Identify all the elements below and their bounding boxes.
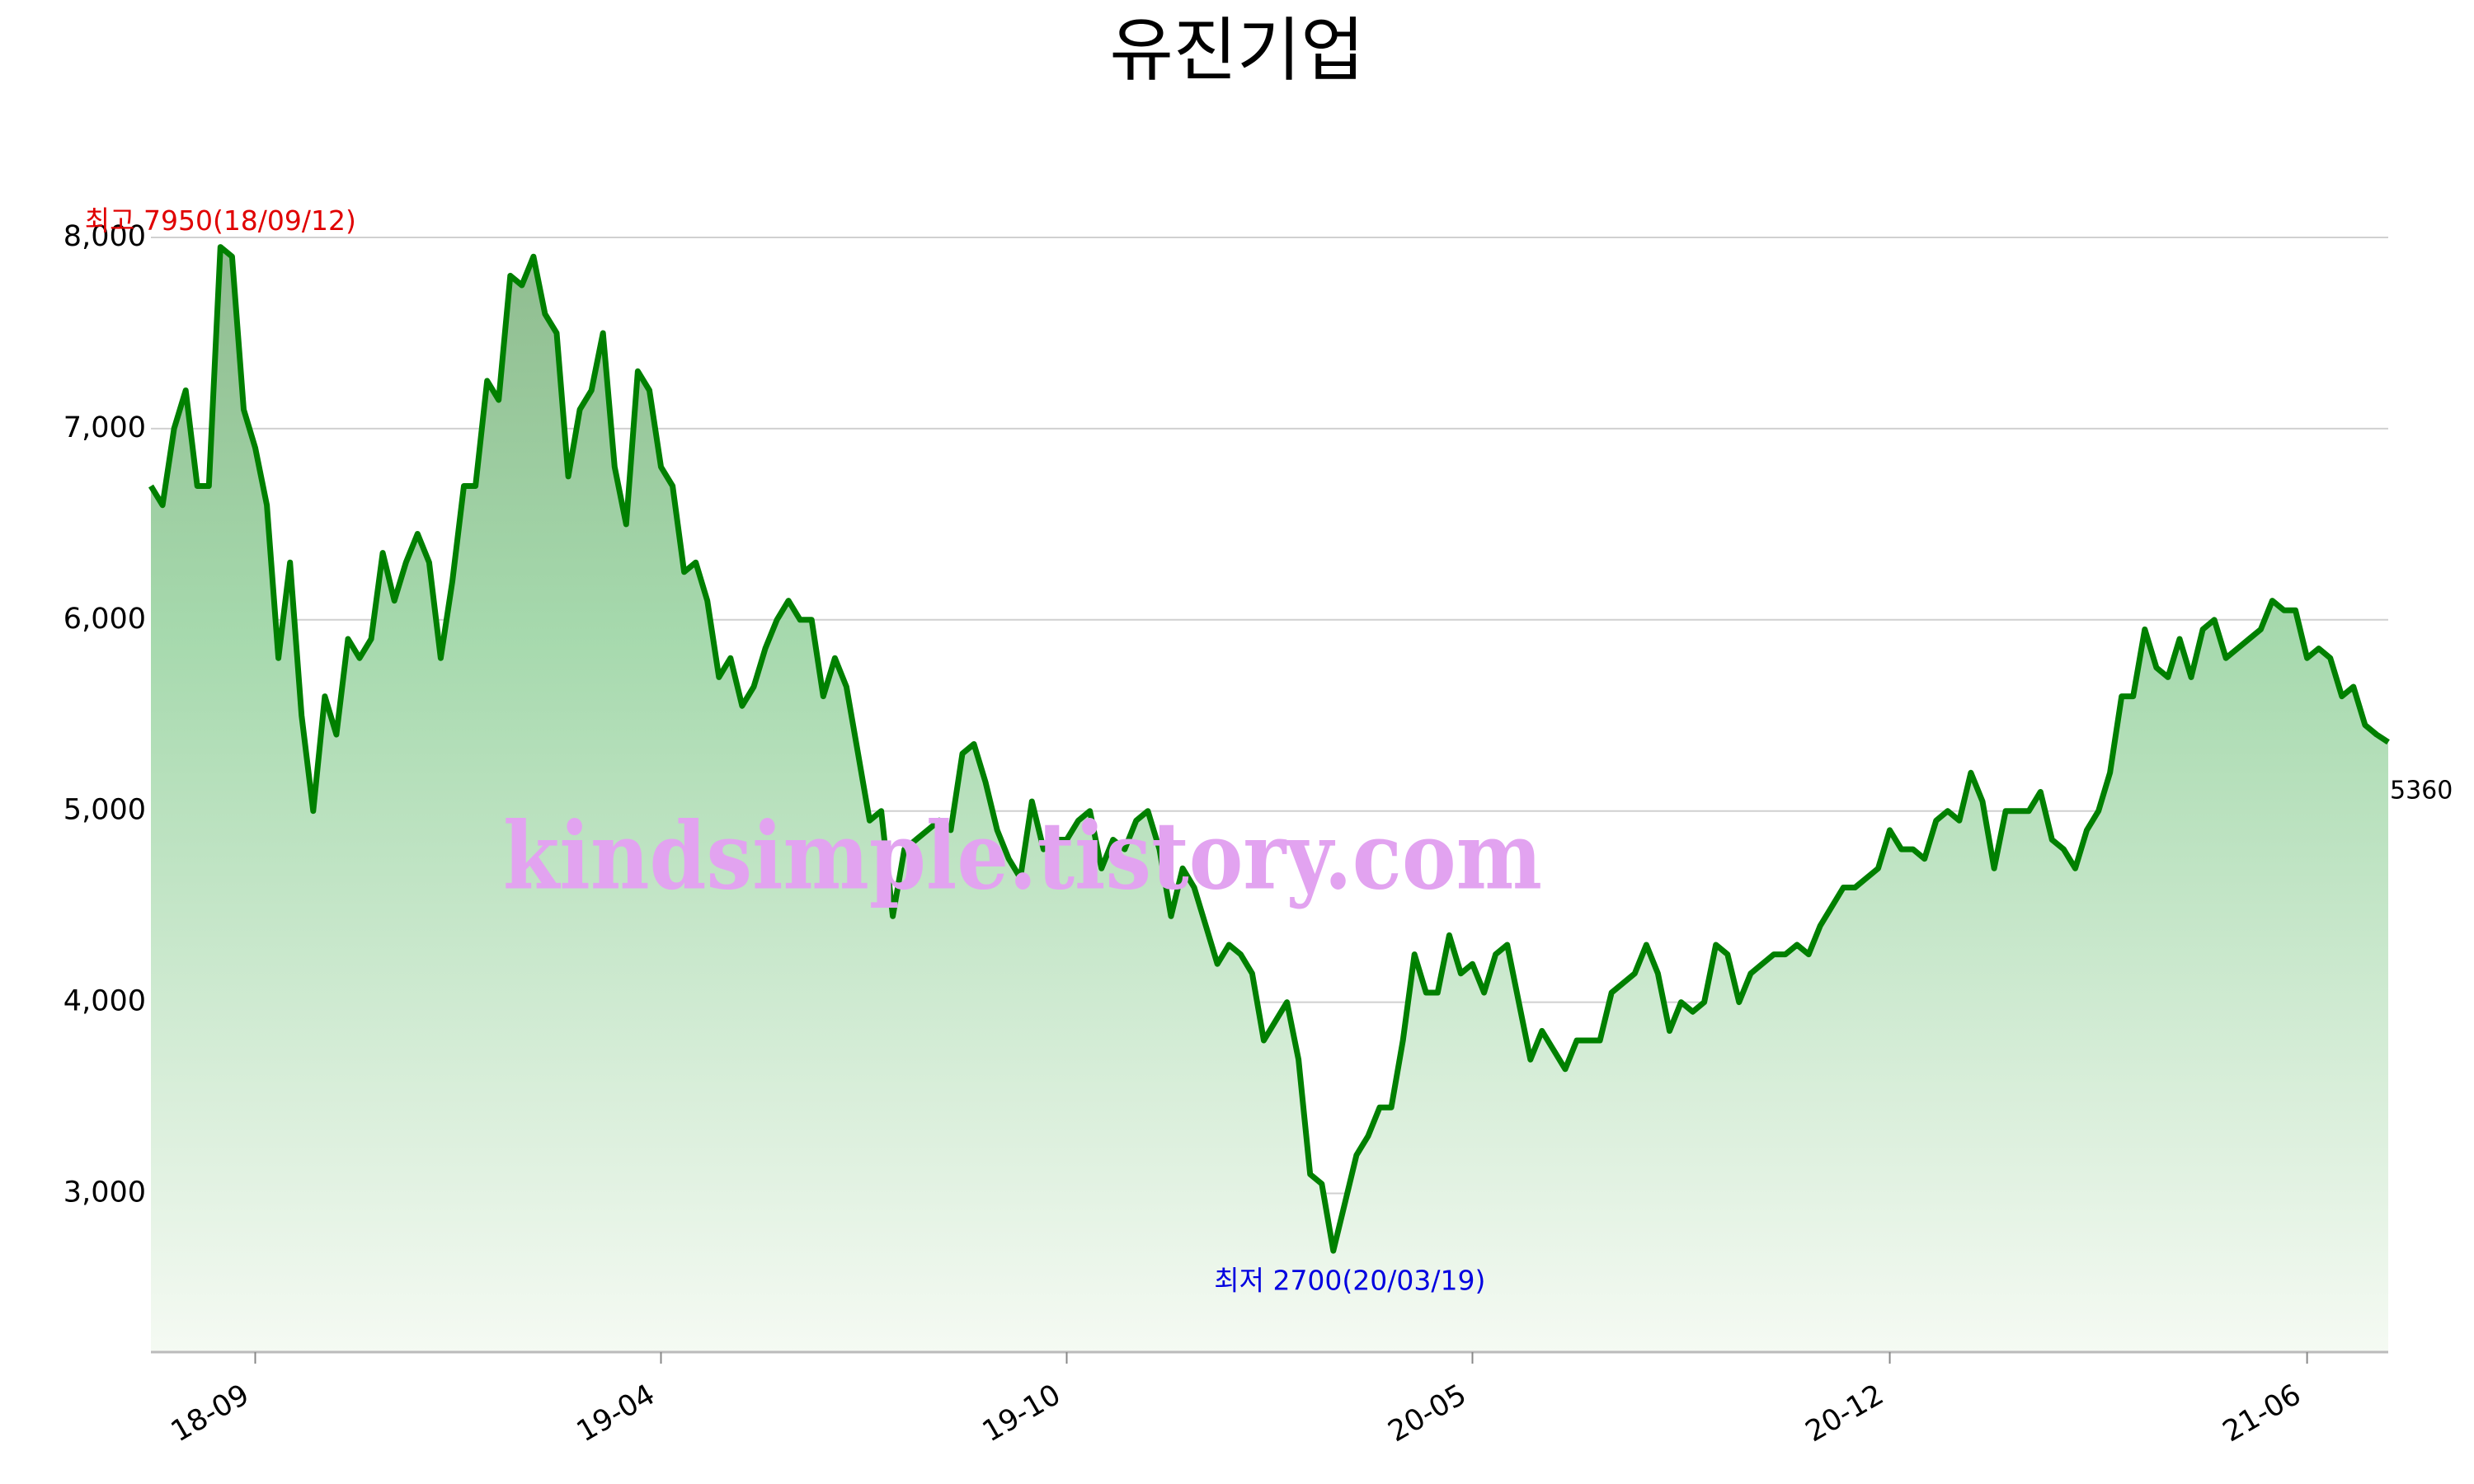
y-tick-label: 7,000: [63, 411, 146, 444]
y-tick-label: 4,000: [63, 985, 146, 1018]
min-annotation: 최저 2700(20/03/19): [1214, 1265, 1485, 1297]
y-tick-label: 3,000: [63, 1176, 146, 1209]
chart-title: 유진기업: [1109, 10, 1364, 91]
watermark: kindsimple.tistory.com: [503, 802, 1542, 910]
area: [151, 247, 2388, 1353]
x-tick-label: 21-06: [2218, 1378, 2307, 1449]
x-tick-label: 20-05: [1383, 1378, 1472, 1449]
x-tick-label: 20-12: [1800, 1378, 1889, 1449]
x-tick-label: 19-04: [571, 1378, 661, 1449]
y-tick-label: 5,000: [63, 794, 146, 827]
max-annotation: 최고 7950(18/09/12): [85, 204, 356, 237]
y-tick-label: 8,000: [63, 220, 146, 253]
last-value-label: 5360: [2390, 777, 2453, 805]
price-line: [148, 244, 2390, 1254]
y-tick-label: 6,000: [63, 603, 146, 636]
x-tick-label: 18-09: [166, 1378, 255, 1449]
x-tick-label: 19-10: [977, 1378, 1066, 1449]
